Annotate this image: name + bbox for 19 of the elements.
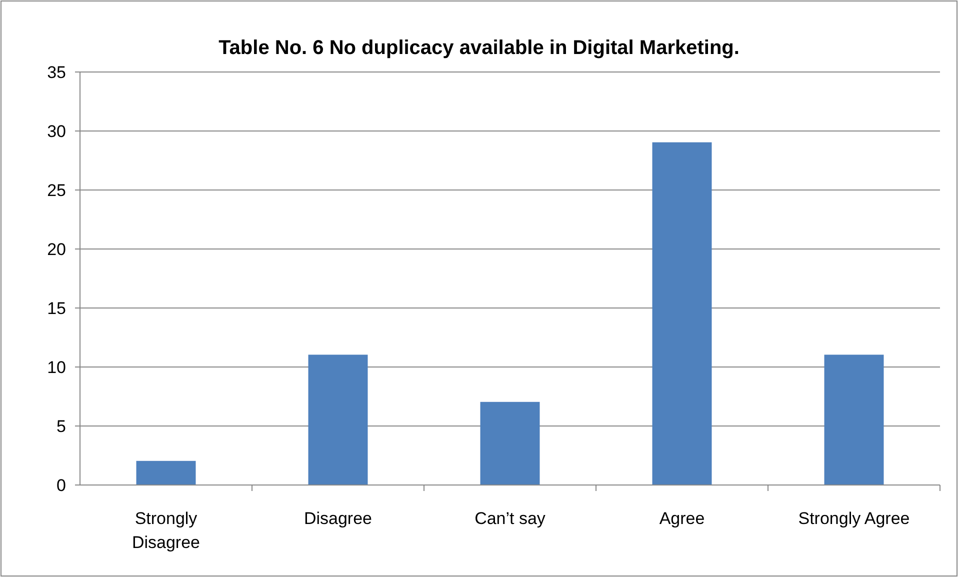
y-tick-label: 20: [47, 240, 66, 259]
x-tick-label: Disagree: [304, 509, 372, 528]
y-tick-label: 5: [56, 416, 66, 436]
y-tick-label: 25: [47, 180, 66, 200]
bar: [480, 402, 540, 486]
bar: [308, 354, 368, 486]
bar: [824, 354, 884, 486]
chart-title: Table No. 6 No duplicacy available in Digital Marketing.: [218, 37, 740, 59]
x-tick-label: Strongly Disagree: [132, 509, 200, 552]
y-tick-label: 35: [47, 62, 66, 82]
bar: [652, 142, 712, 486]
x-tick-label: Can’t say: [474, 509, 546, 528]
y-tick-label: 0: [56, 476, 66, 495]
x-tick-label: Agree: [659, 509, 705, 528]
x-tick-label: Strongly Agree: [798, 509, 910, 528]
y-tick-label: 10: [47, 358, 66, 377]
y-tick-label: 15: [47, 298, 66, 318]
bar: [136, 460, 196, 486]
y-tick-label: 30: [47, 122, 66, 141]
